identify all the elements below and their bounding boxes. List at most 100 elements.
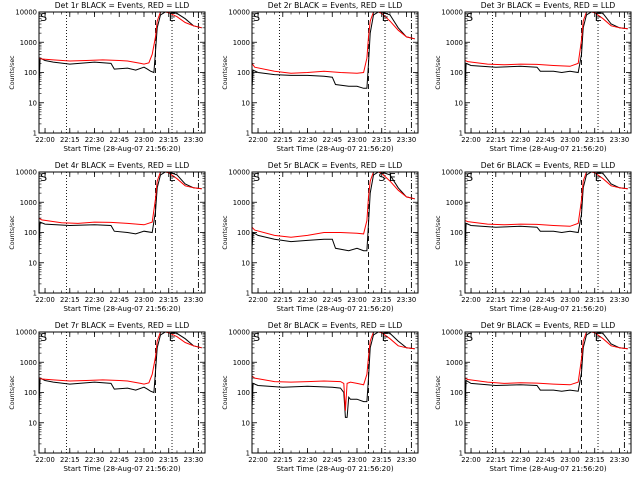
x-tick-label: 22:15 — [273, 456, 293, 464]
y-tick-label: 100 — [237, 229, 250, 237]
y-tick-label: 10 — [454, 419, 463, 427]
x-tick-label: 23:30 — [610, 136, 630, 144]
lld-series-line — [252, 12, 415, 74]
y-axis-label: Counts/sec — [435, 215, 442, 250]
x-tick-label: 22:00 — [461, 456, 481, 464]
events-series-line — [465, 172, 628, 249]
segment-marker-label: E — [382, 331, 389, 344]
x-tick-label: 22:45 — [535, 456, 555, 464]
y-tick-label: 10000 — [15, 329, 37, 337]
y-tick-label: 10000 — [441, 169, 463, 177]
plot-frame — [464, 331, 632, 454]
x-tick-label: 22:30 — [298, 296, 318, 304]
lld-series-line — [465, 12, 628, 67]
y-tick-label: 100 — [450, 389, 463, 397]
segment-marker-label: S — [466, 331, 473, 344]
x-tick-label: 22:15 — [60, 296, 80, 304]
chart-title: Det 5r BLACK = Events, RED = LLD — [268, 161, 403, 170]
segment-marker-label: E — [595, 11, 602, 24]
y-tick-label: 1000 — [233, 199, 250, 207]
segment-marker-label: S — [40, 331, 47, 344]
chart-title: Det 3r BLACK = Events, RED = LLD — [481, 1, 616, 10]
y-tick-label: 1 — [33, 130, 37, 138]
y-tick-label: 1 — [33, 450, 37, 458]
x-tick-label: 23:15 — [159, 296, 179, 304]
chart-svg: Det 8r BLACK = Events, RED = LLD S E 1 10 100… — [222, 321, 419, 473]
y-axis-label: Counts/sec — [9, 375, 16, 410]
segment-marker-label: S — [466, 171, 473, 184]
y-tick-label: 1 — [246, 130, 250, 138]
plot-frame — [464, 171, 632, 294]
lld-series-line — [465, 332, 628, 386]
segment-marker-label: E — [169, 331, 176, 344]
x-axis-label: Start Time (28-Aug-07 21:56:20) — [63, 464, 180, 473]
y-tick-label: 10 — [454, 259, 463, 267]
x-tick-label: 23:30 — [397, 456, 417, 464]
detector-panel: Det 5r BLACK = Events, RED = LLD S S E 1 10 1… — [213, 160, 426, 320]
detector-panel: Det 8r BLACK = Events, RED = LLD S E 1 10 100… — [213, 320, 426, 480]
x-tick-label: 22:45 — [322, 456, 342, 464]
x-tick-label: 22:15 — [60, 136, 80, 144]
x-tick-label: 22:00 — [35, 136, 55, 144]
x-tick-label: 22:00 — [461, 296, 481, 304]
chart-svg: Det 6r BLACK = Events, RED = LLD S E 1 10 100… — [435, 161, 632, 313]
y-axis-label: Counts/sec — [435, 55, 442, 90]
segment-marker-label: S E — [378, 171, 395, 184]
x-tick-label: 23:30 — [184, 136, 204, 144]
x-tick-label: 22:45 — [109, 296, 129, 304]
y-tick-label: 100 — [450, 69, 463, 77]
x-tick-label: 22:45 — [109, 136, 129, 144]
x-tick-label: 22:15 — [486, 296, 506, 304]
y-tick-label: 10 — [241, 419, 250, 427]
y-tick-label: 10 — [241, 259, 250, 267]
plot-frame — [38, 331, 206, 454]
y-tick-label: 1 — [459, 450, 463, 458]
y-tick-label: 10000 — [15, 169, 37, 177]
x-tick-label: 23:00 — [134, 456, 154, 464]
y-tick-label: 100 — [237, 69, 250, 77]
y-tick-label: 100 — [237, 389, 250, 397]
x-tick-label: 23:15 — [585, 136, 605, 144]
segment-marker-label: E — [169, 11, 176, 24]
lld-series-line — [252, 332, 415, 411]
plot-frame — [38, 171, 206, 294]
x-tick-label: 23:15 — [159, 456, 179, 464]
y-tick-label: 1000 — [233, 39, 250, 47]
events-series-line — [39, 172, 202, 249]
segment-marker-label: S — [40, 11, 47, 24]
x-tick-label: 22:45 — [109, 456, 129, 464]
segment-marker-label: S — [253, 331, 260, 344]
chart-svg: Det 9r BLACK = Events, RED = LLD S E 1 10 100… — [435, 321, 632, 473]
x-tick-label: 22:00 — [35, 456, 55, 464]
y-tick-label: 1 — [246, 290, 250, 298]
plot-frame — [464, 11, 632, 134]
x-tick-label: 23:00 — [134, 296, 154, 304]
plot-frame — [38, 11, 206, 134]
x-tick-label: 22:30 — [298, 456, 318, 464]
chart-svg: Det 7r BLACK = Events, RED = LLD S E 1 10 100… — [9, 321, 206, 473]
y-axis-label: Counts/sec — [9, 215, 16, 250]
segment-marker-label: E — [382, 11, 389, 24]
detector-panel: Det 6r BLACK = Events, RED = LLD S E 1 10 100… — [426, 160, 639, 320]
y-tick-label: 1 — [33, 290, 37, 298]
segment-marker-label: S — [40, 171, 47, 184]
detector-panel: Det 3r BLACK = Events, RED = LLD S E 1 10 100… — [426, 0, 639, 160]
y-tick-label: 1000 — [20, 199, 37, 207]
x-tick-label: 22:30 — [85, 136, 105, 144]
x-axis-label: Start Time (28-Aug-07 21:56:20) — [63, 144, 180, 153]
y-axis-label: Counts/sec — [435, 375, 442, 410]
y-tick-label: 10000 — [15, 9, 37, 17]
y-tick-label: 1000 — [20, 39, 37, 47]
x-tick-label: 22:00 — [248, 296, 268, 304]
chart-title: Det 4r BLACK = Events, RED = LLD — [55, 161, 190, 170]
x-tick-label: 23:30 — [610, 296, 630, 304]
x-tick-label: 23:00 — [347, 136, 367, 144]
chart-title: Det 6r BLACK = Events, RED = LLD — [481, 161, 616, 170]
y-axis-label: Counts/sec — [222, 55, 229, 90]
x-axis-label: Start Time (28-Aug-07 21:56:20) — [489, 144, 606, 153]
y-tick-label: 10000 — [228, 169, 250, 177]
x-tick-label: 23:30 — [610, 456, 630, 464]
y-tick-label: 10000 — [228, 329, 250, 337]
y-tick-label: 10 — [241, 99, 250, 107]
